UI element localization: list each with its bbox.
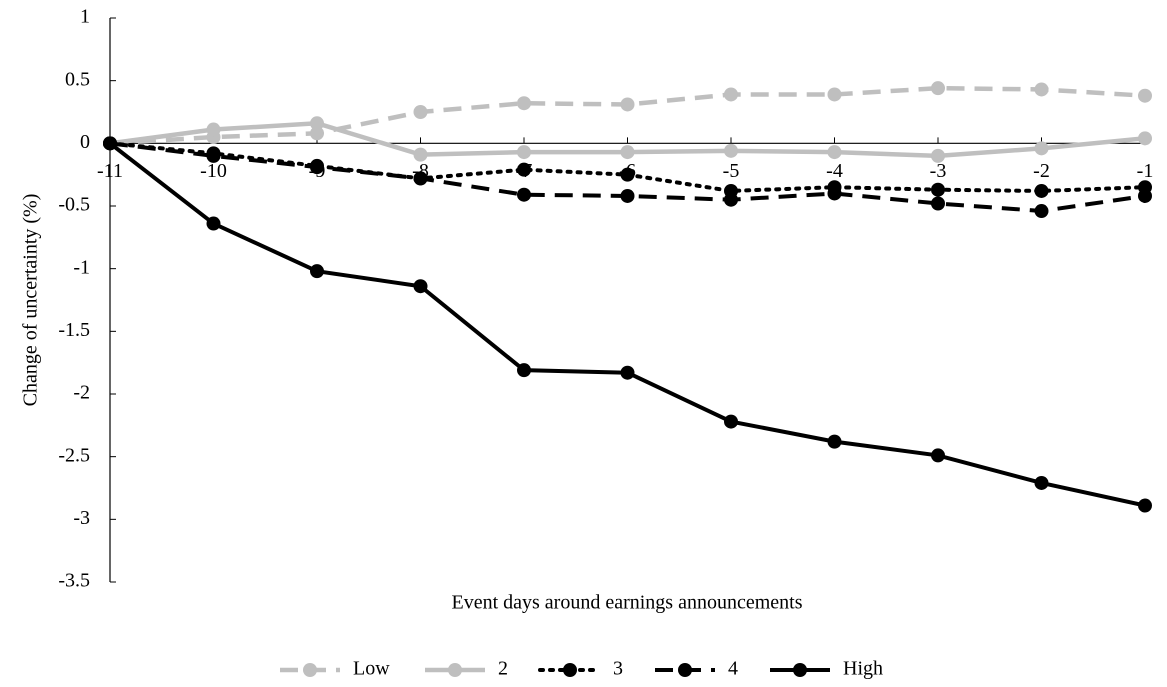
x-tick-label: -3 (930, 160, 947, 182)
point (724, 414, 738, 429)
point (103, 136, 117, 151)
y-tick-label: -2 (73, 382, 90, 404)
legend-marker (793, 663, 807, 677)
point (1138, 88, 1152, 103)
x-tick-label: -4 (826, 160, 843, 182)
point (413, 279, 428, 294)
point (1138, 498, 1152, 513)
point (206, 148, 221, 163)
point (517, 96, 531, 111)
point (1034, 141, 1049, 156)
point (827, 87, 842, 102)
x-tick-label: -11 (97, 160, 123, 182)
y-tick-label: -3 (73, 507, 90, 529)
point (724, 143, 738, 158)
point (1138, 131, 1152, 146)
x-tick-label: -5 (723, 160, 740, 182)
point (620, 97, 635, 112)
point (931, 148, 945, 163)
legend-marker (563, 663, 577, 677)
x-axis-title: Event days around earnings announcements (451, 592, 802, 614)
point (827, 186, 842, 201)
point (620, 188, 635, 203)
legend-label: 2 (498, 658, 508, 680)
point (931, 448, 945, 463)
point (620, 365, 635, 380)
point (310, 264, 324, 279)
y-tick-label: 0 (80, 131, 90, 153)
legend-label: High (843, 658, 883, 680)
point (931, 81, 945, 96)
y-tick-label: -1 (73, 256, 90, 278)
point (1138, 188, 1152, 203)
legend-label: 4 (728, 658, 738, 680)
x-tick-label: -2 (1033, 160, 1050, 182)
y-axis-title: Change of uncertainty (%) (20, 194, 42, 407)
x-tick-label: -1 (1137, 160, 1154, 182)
y-tick-label: 0.5 (65, 68, 90, 90)
legend-label: 3 (613, 658, 623, 680)
legend-label: Low (353, 658, 390, 680)
y-tick-label: -3.5 (58, 570, 90, 592)
x-tick-label: -10 (200, 160, 227, 182)
y-tick-label: -1.5 (58, 319, 90, 341)
point (517, 145, 531, 160)
y-tick-label: -0.5 (58, 194, 90, 216)
point (413, 105, 428, 119)
point (1034, 475, 1049, 490)
point (517, 162, 531, 177)
point (310, 160, 324, 175)
point (931, 196, 945, 211)
point (310, 116, 324, 131)
series-line (109, 85, 1146, 146)
point (310, 126, 324, 141)
point (206, 122, 221, 137)
point (827, 145, 842, 160)
y-tick-label: 1 (80, 6, 90, 28)
point (620, 145, 635, 160)
point (413, 171, 428, 186)
legend-marker (678, 663, 692, 677)
point (931, 182, 945, 197)
point (517, 363, 531, 378)
point (1034, 183, 1049, 198)
legend-marker (303, 663, 317, 677)
point (724, 192, 738, 207)
point (413, 147, 428, 162)
y-tick-label: -2.5 (58, 444, 90, 466)
point (517, 187, 531, 202)
point (1034, 204, 1049, 219)
point (206, 216, 221, 231)
point (827, 434, 842, 449)
point (724, 87, 738, 102)
point (620, 167, 635, 182)
legend-marker (448, 663, 462, 677)
point (1034, 82, 1049, 97)
